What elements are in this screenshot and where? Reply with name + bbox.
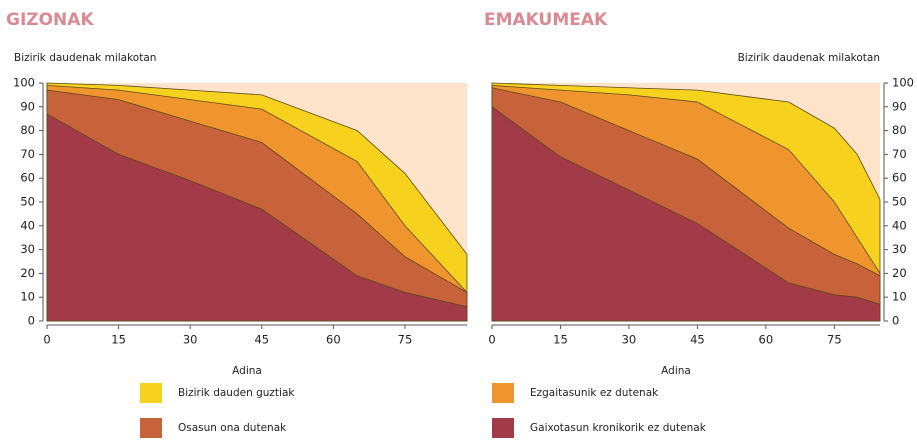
legend-swatch bbox=[140, 418, 162, 438]
y-tick-label: 40 bbox=[20, 218, 35, 232]
y-tick-label: 30 bbox=[20, 242, 35, 256]
x-axis-label: Adina bbox=[232, 365, 262, 377]
x-axis-label: Adina bbox=[661, 365, 691, 377]
y-tick-label: 50 bbox=[20, 195, 35, 209]
x-tick-label: 60 bbox=[326, 333, 341, 347]
x-tick-label: 15 bbox=[111, 333, 126, 347]
x-tick-label: 45 bbox=[690, 333, 705, 347]
y-tick-label: 100 bbox=[13, 76, 35, 90]
x-tick-label: 30 bbox=[622, 333, 637, 347]
y-tick-label: 80 bbox=[20, 123, 35, 137]
legend-label: Ezgaitasunik ez dutenak bbox=[530, 387, 659, 399]
x-tick-label: 15 bbox=[553, 333, 568, 347]
x-tick-label: 45 bbox=[254, 333, 269, 347]
legend-swatch bbox=[492, 418, 514, 438]
y-tick-label: 40 bbox=[892, 218, 907, 232]
area bbox=[46, 113, 468, 322]
y-tick-label: 70 bbox=[20, 147, 35, 161]
y-tick-label: 50 bbox=[892, 195, 907, 209]
chart-title: GIZONAK bbox=[6, 10, 94, 30]
legend-swatch bbox=[140, 383, 162, 403]
y-tick-label: 70 bbox=[892, 147, 907, 161]
y-tick-label: 60 bbox=[20, 171, 35, 185]
chart-title: EMAKUMEAK bbox=[484, 10, 608, 30]
y-tick-label: 100 bbox=[892, 76, 914, 90]
y-tick-label: 0 bbox=[28, 314, 35, 328]
y-tick-label: 20 bbox=[20, 266, 35, 280]
x-tick-label: 0 bbox=[43, 333, 50, 347]
y-tick-label: 0 bbox=[892, 314, 899, 328]
y-axis-label: Bizirik daudenak milakotan bbox=[14, 52, 156, 64]
x-tick-label: 0 bbox=[488, 333, 495, 347]
legend-label: Gaixotasun kronikorik ez dutenak bbox=[530, 422, 707, 434]
x-tick-label: 75 bbox=[398, 333, 413, 347]
x-tick-label: 30 bbox=[183, 333, 198, 347]
legend-swatch bbox=[492, 383, 514, 403]
legend-label: Osasun ona dutenak bbox=[178, 422, 287, 434]
area bbox=[491, 106, 881, 322]
y-tick-label: 90 bbox=[892, 99, 907, 113]
y-tick-label: 60 bbox=[892, 171, 907, 185]
y-tick-label: 20 bbox=[892, 266, 907, 280]
legend-label: Bizirik dauden guztiak bbox=[178, 387, 295, 399]
y-tick-label: 10 bbox=[892, 290, 907, 304]
y-tick-label: 90 bbox=[20, 99, 35, 113]
x-tick-label: 75 bbox=[827, 333, 842, 347]
y-tick-label: 30 bbox=[892, 242, 907, 256]
x-tick-label: 60 bbox=[759, 333, 774, 347]
y-axis-label: Bizirik daudenak milakotan bbox=[738, 52, 880, 64]
y-tick-label: 10 bbox=[20, 290, 35, 304]
y-tick-label: 80 bbox=[892, 123, 907, 137]
